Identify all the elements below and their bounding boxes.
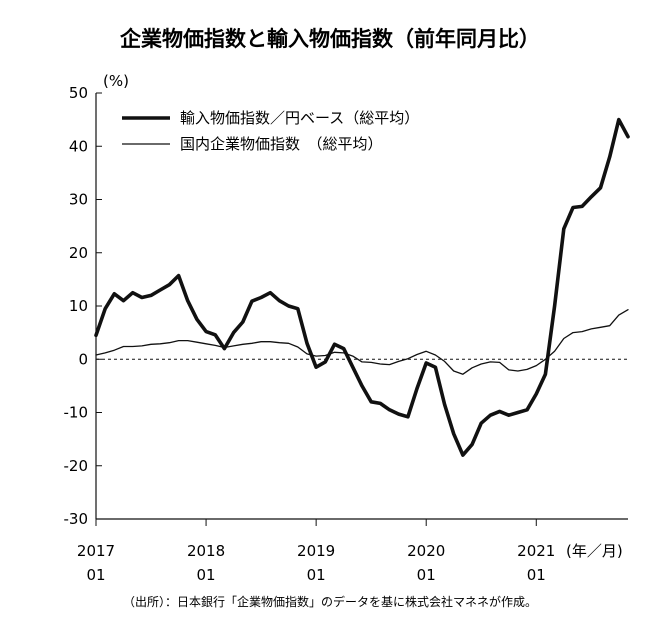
- y-tick-label: 30: [69, 191, 88, 209]
- y-tick-label: 10: [69, 297, 88, 315]
- x-tick-month: 01: [307, 566, 326, 584]
- y-tick-label: 50: [69, 84, 88, 102]
- y-tick-label: -20: [64, 457, 89, 475]
- y-tick-label: -30: [64, 510, 89, 528]
- y-tick-label: 20: [69, 244, 88, 262]
- source-note: （出所）：日本銀行「企業物価指数」のデータを基に株式会社マネネが作成。: [123, 594, 537, 609]
- chart-title: 企業物価指数と輸入物価指数（前年同月比）: [119, 27, 540, 51]
- y-unit-label: (%): [103, 72, 129, 90]
- x-tick-month: 01: [527, 566, 546, 584]
- x-tick-month: 01: [197, 566, 216, 584]
- x-tick-year: 2018: [187, 542, 225, 560]
- legend-label-2: 国内企業物価指数 （総平均）: [180, 135, 383, 153]
- y-tick-label: -10: [64, 404, 89, 422]
- y-tick-label: 0: [78, 350, 88, 368]
- x-tick-month: 01: [86, 566, 105, 584]
- legend-label-1: 輸入物価指数／円ベース（総平均）: [180, 109, 419, 127]
- plot-area: 50 40 30 20 10 0 -10 -20 -30 2017 01 2018 01 2019 01 20…: [64, 84, 630, 584]
- x-tick-year: 2020: [407, 542, 445, 560]
- series-line-2: [95, 309, 629, 375]
- x-unit-label: (年／月): [566, 542, 623, 560]
- x-tick-year: 2019: [297, 542, 335, 560]
- x-tick-year: 2017: [77, 542, 115, 560]
- y-tick-label: 40: [69, 137, 88, 155]
- x-tick-month: 01: [417, 566, 436, 584]
- x-tick-year: 2021: [517, 542, 555, 560]
- series-line-1: [94, 117, 630, 457]
